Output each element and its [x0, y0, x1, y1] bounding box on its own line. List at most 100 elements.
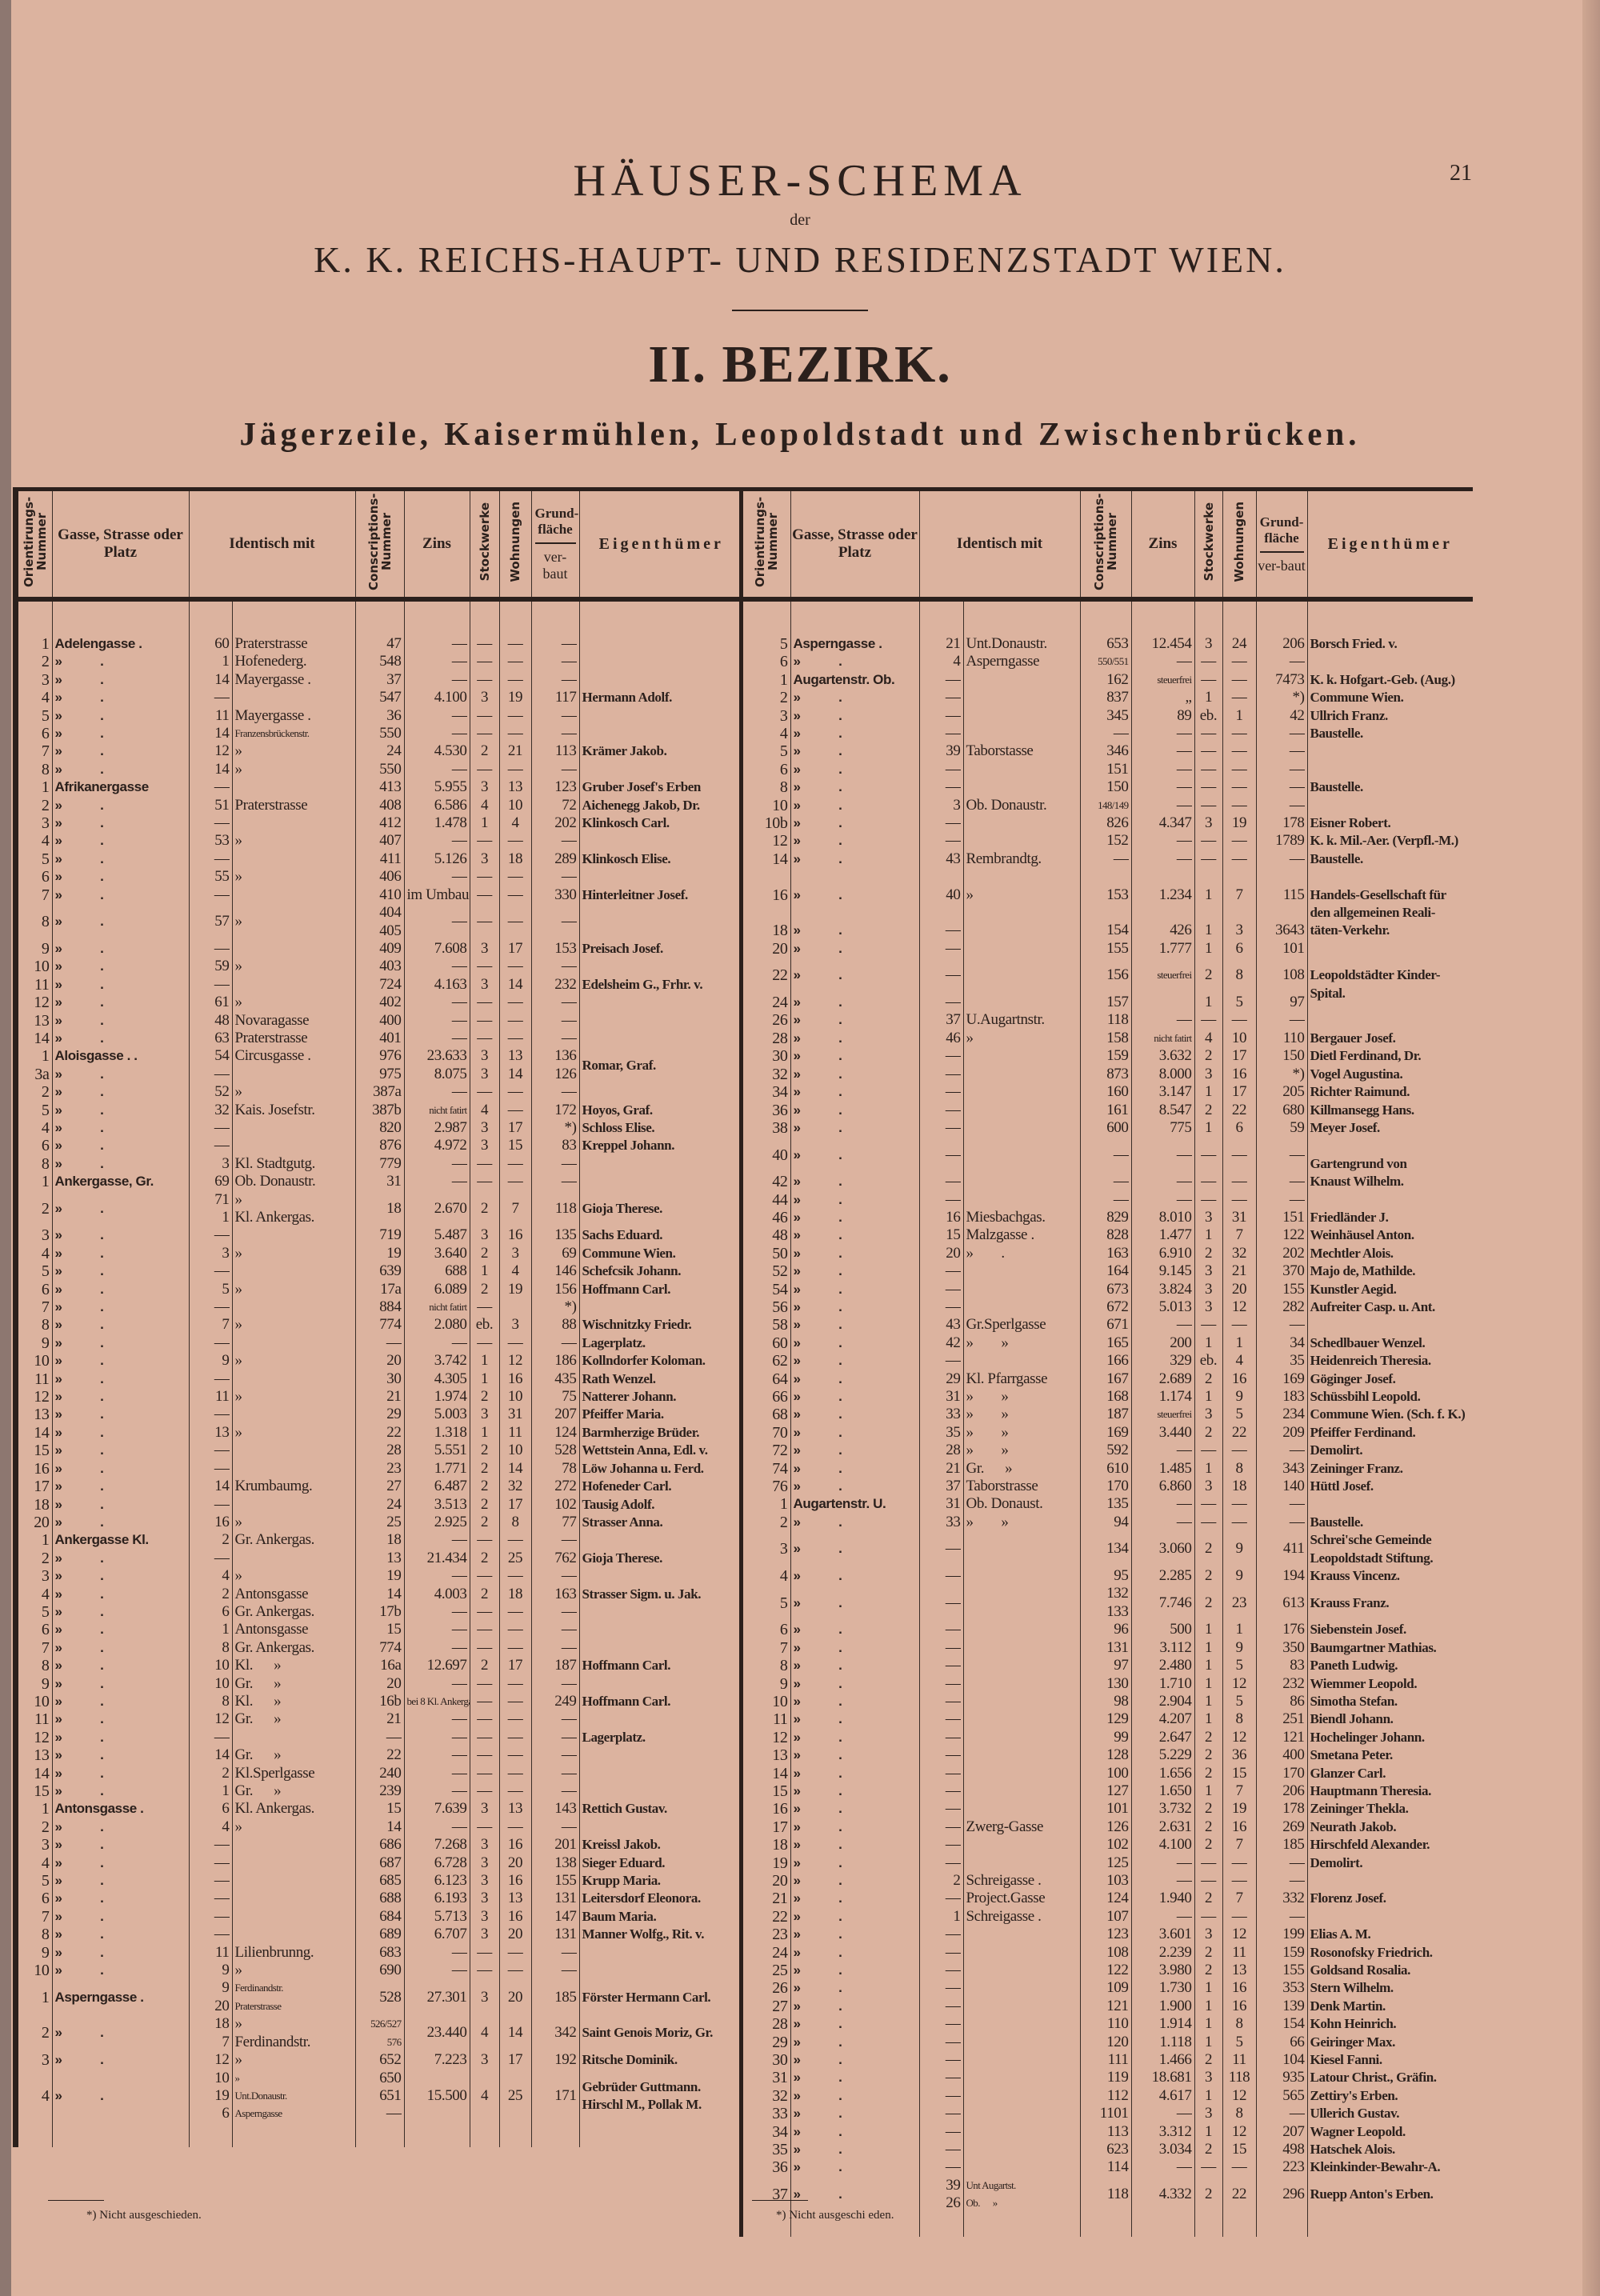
cell-nr: 54	[772, 1280, 788, 1298]
cell-gasse: » .	[51, 1495, 189, 1514]
table-row: 28» . 46» 158 nicht fatirt 4 10 110 Bergauer Jo…	[743, 1029, 1473, 1048]
table-row: 10» . —98 2.904 1 5 86 Simotha Stefan.	[743, 1692, 1473, 1711]
table-row: 11» . —724 4.163 3 14 232 Edelsheim G., Frhr. …	[18, 975, 743, 994]
cell-owner: Kohn Heinrich.	[1306, 2015, 1473, 2034]
cell-zins: bei 8 Kl. Ankergas.	[403, 1692, 470, 1711]
cell-grund: 202	[530, 814, 579, 833]
cell-nr: 68	[772, 1406, 788, 1424]
cell-zins: 21.434	[403, 1549, 470, 1568]
cell-idnr: —	[918, 689, 963, 707]
cell-wohn: 13	[498, 1047, 531, 1066]
cell-gasse: » .	[51, 1334, 189, 1353]
cell-idgasse: »	[231, 1423, 355, 1442]
cell-owner: Latour Christ., Gräfin.	[1306, 2069, 1473, 2087]
cell-idgasse	[231, 1728, 355, 1747]
cell-wohn: —	[1222, 850, 1256, 869]
header-label: Orientirungs-Nummer	[753, 496, 781, 587]
cell-grund: —	[1255, 1316, 1307, 1334]
cell-stock: —	[469, 1746, 499, 1765]
table-cell	[51, 599, 189, 635]
cell-owner: Schloss Elise.	[578, 1118, 743, 1138]
cell-zins: steuerfrei	[1130, 670, 1194, 690]
cell-wohn	[498, 1298, 531, 1317]
cell-cons: 120	[1079, 2033, 1131, 2052]
cell-zins: 1.478	[403, 814, 470, 833]
cell-cons: 402	[354, 994, 404, 1012]
cell-stock: —	[469, 1334, 499, 1353]
cell-gasse: » .	[790, 1997, 919, 2016]
cell-zins: 8.547	[1130, 1101, 1194, 1119]
cell-grund: 205	[1255, 1083, 1307, 1102]
cell-gasse: » .	[790, 1657, 919, 1675]
cell-idnr: 40	[918, 868, 963, 922]
cell-idnr: —	[918, 1800, 963, 1818]
cell-idgasse	[962, 1926, 1080, 1944]
cell-nr: 56	[772, 1298, 788, 1316]
cell-cons: 132 133	[1079, 1585, 1131, 1622]
table-row: 4» . — — — — — — Baustelle.	[743, 725, 1473, 743]
cell-grund: 155	[1255, 1962, 1307, 1980]
cell-gasse: Augartenstr. U.	[790, 1495, 919, 1514]
cell-owner: Borsch Fried. v.	[1306, 635, 1473, 654]
cell-stock: 1	[1194, 1083, 1222, 1102]
cell-nr: 2	[779, 1513, 788, 1531]
cell-owner: Schüssbihl Leopold.	[1306, 1388, 1473, 1406]
cell-gasse: » .	[51, 886, 189, 905]
cell-zins: —	[1130, 1907, 1194, 1926]
cell-owner	[578, 670, 743, 690]
cell-idgasse: Gr. »	[231, 1782, 355, 1801]
cell-wohn: 16	[498, 1907, 531, 1926]
table-row: 8» . —689 6.707 3 20 131 Manner Wolfg., Rit. v…	[18, 1926, 743, 1944]
cell-grund: 178	[1255, 1800, 1307, 1818]
table-row: 23» . —123 3.601 3 12 199 Elias A. M.	[743, 1926, 1473, 1944]
cell-grund: 289	[530, 850, 579, 869]
cell-stock: 1	[1194, 2122, 1222, 2142]
cell-nr: 38	[772, 1118, 788, 1137]
cell-wohn: —	[498, 1154, 531, 1174]
cell-wohn: —	[498, 886, 531, 905]
cell-wohn: —	[498, 1638, 531, 1658]
cell-idgasse	[231, 850, 355, 869]
table-cell	[1255, 599, 1307, 635]
cell-grund: 146	[530, 1262, 579, 1281]
cell-gasse: » .	[790, 1962, 919, 1980]
table-row: 18» . —154 426 1 3 3643	[743, 922, 1473, 940]
cell-gasse: » .	[790, 814, 919, 833]
table-cell	[578, 2122, 743, 2147]
cell-stock: 3	[469, 1854, 499, 1873]
cell-idgasse: »	[231, 1352, 355, 1370]
cell-idnr: —	[188, 1549, 232, 1568]
cell-wohn: 8	[498, 1513, 531, 1532]
cell-stock: 1	[469, 1352, 499, 1370]
cell-idnr: —	[918, 706, 963, 726]
cell-owner: Gioja Therese.	[578, 1549, 743, 1568]
cell-cons: 109	[1079, 1979, 1131, 1998]
cell-idnr: —	[918, 1836, 963, 1854]
cell-gasse: » .	[51, 1907, 189, 1926]
cell-grund: 122	[1255, 1226, 1307, 1245]
cell-stock: 3	[469, 1065, 499, 1084]
table-cell	[469, 599, 499, 635]
table-row: 13» . 14 Gr. » 22— — — —	[18, 1746, 743, 1765]
cell-stock: 2	[1194, 1764, 1222, 1782]
cell-idgasse	[962, 1836, 1080, 1854]
cell-grund: —	[530, 904, 579, 940]
table-row: 9» . 10 Gr. » 20— — — —	[18, 1674, 743, 1693]
cell-owner	[578, 1782, 743, 1801]
cell-stock: 4	[469, 2015, 499, 2052]
cell-wohn: 6	[1222, 939, 1256, 958]
cell-grund: 762	[530, 1549, 579, 1568]
table-row: 44» . — — — — — —	[743, 1190, 1473, 1209]
cell-owner	[578, 832, 743, 850]
cell-cons: 884	[354, 1298, 404, 1317]
cell-grund: 151	[1255, 1208, 1307, 1227]
cell-grund: 199	[1255, 1926, 1307, 1944]
header-label: Conscriptions-Nummer	[366, 493, 394, 590]
cell-gasse: » .	[51, 1836, 189, 1854]
cell-owner	[578, 725, 743, 743]
cell-owner: Natterer Johann.	[578, 1388, 743, 1406]
cell-grund: 400	[1255, 1746, 1307, 1765]
cell-zins: 1.940	[1130, 1890, 1194, 1908]
cell-grund: 192	[530, 2051, 579, 2070]
cell-owner: Neurath Jakob.	[1306, 1818, 1473, 1837]
